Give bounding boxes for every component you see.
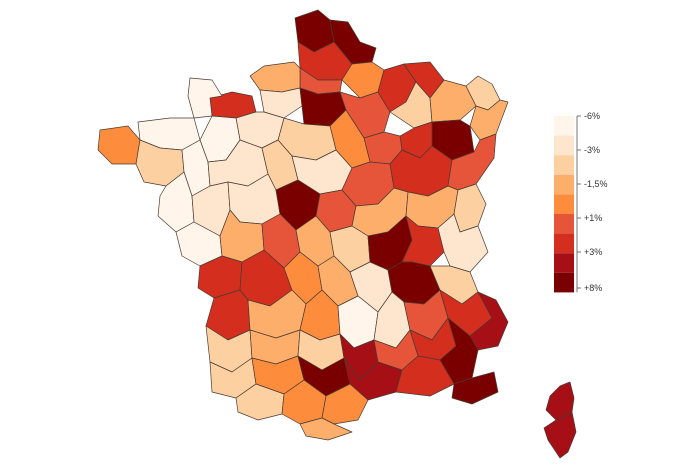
department-8 xyxy=(187,77,223,119)
legend-label-5: +3% xyxy=(584,247,602,257)
legend-swatch-9 xyxy=(554,272,574,293)
departments xyxy=(97,9,509,441)
department-65 xyxy=(469,291,509,351)
department-50 xyxy=(437,213,489,273)
corsica xyxy=(543,381,577,459)
legend-swatch-4 xyxy=(554,174,574,195)
department-24 xyxy=(97,125,141,165)
department-6 xyxy=(249,61,301,93)
department-82 xyxy=(299,417,353,441)
legend: -6% -3% -1,5% +1% +3% +8% xyxy=(554,111,608,293)
department-42 xyxy=(453,183,487,233)
legend-swatch-5 xyxy=(554,194,574,214)
legend-swatch-7 xyxy=(554,233,574,254)
legend-label-2: -3% xyxy=(584,145,600,155)
department-17 xyxy=(469,99,509,141)
legend-label-4: +1% xyxy=(584,213,602,223)
legend-swatch-2 xyxy=(554,135,574,156)
legend-swatch-3 xyxy=(554,155,574,175)
department-78 xyxy=(451,371,499,405)
legend-swatch-1 xyxy=(554,116,574,136)
legend-swatch-6 xyxy=(554,214,574,234)
legend-label-1: -6% xyxy=(584,111,600,121)
legend-label-3: -1,5% xyxy=(584,179,608,189)
legend-label-6: +8% xyxy=(584,283,602,293)
corsica-department-2 xyxy=(543,411,577,459)
legend-swatch-8 xyxy=(554,253,574,273)
